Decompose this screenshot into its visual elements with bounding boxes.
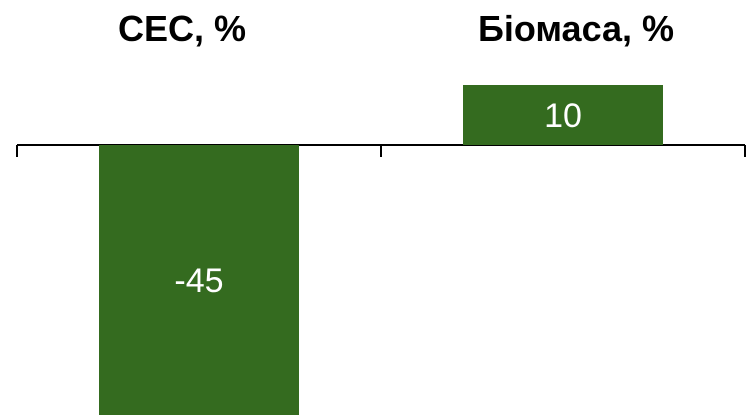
category-label-biomass: Біомаса, % (478, 8, 675, 49)
bar-1 (463, 85, 663, 145)
bar-value-label-0: -45 (174, 262, 223, 300)
bar-value-label-1: 10 (544, 97, 582, 135)
category-label-ses: СЕС, % (118, 8, 247, 49)
bar-0 (99, 145, 299, 415)
